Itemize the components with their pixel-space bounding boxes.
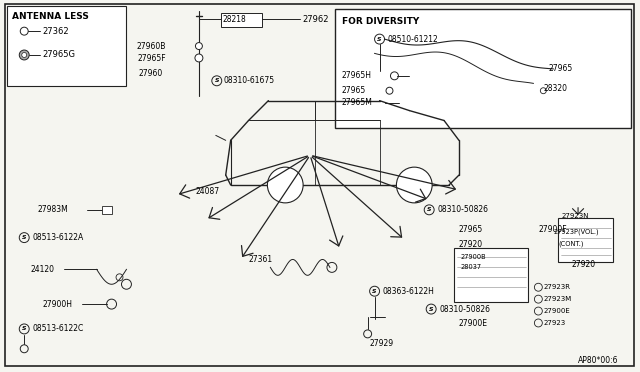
Text: 08513-6122C: 08513-6122C [32,324,83,333]
Text: 27923P(VOL.): 27923P(VOL.) [553,228,599,235]
Text: 27923N: 27923N [561,213,589,219]
Text: 27900B: 27900B [461,254,486,260]
Text: 08310-50826: 08310-50826 [437,205,488,214]
Circle shape [19,50,29,60]
Circle shape [22,52,27,57]
Text: 27962: 27962 [302,15,328,24]
Text: 27983M: 27983M [37,205,68,214]
Bar [558,218,612,262]
Text: 08510-61212: 08510-61212 [387,35,438,44]
Bar [335,9,630,128]
Text: 27923: 27923 [543,320,566,326]
Text: 28218: 28218 [223,15,246,24]
Text: S: S [429,307,433,312]
Circle shape [268,167,303,203]
Text: (CONT.): (CONT.) [558,240,584,247]
Bar [221,13,262,27]
Text: 28037: 28037 [461,264,482,270]
Text: 27965F: 27965F [138,54,166,64]
Text: FOR DIVERSITY: FOR DIVERSITY [342,17,419,26]
Circle shape [195,54,203,62]
Text: 27960B: 27960B [137,42,166,51]
Text: 27900E: 27900E [459,320,488,328]
Text: AP80*00:6: AP80*00:6 [578,356,618,365]
Circle shape [195,42,202,49]
Text: 27965G: 27965G [42,51,75,60]
Text: 27900H: 27900H [42,299,72,309]
Text: 27923R: 27923R [543,284,570,290]
Text: 27965: 27965 [342,86,366,95]
Text: 27361: 27361 [248,255,273,264]
Text: 27965: 27965 [459,225,483,234]
Text: 27965M: 27965M [342,98,372,107]
Text: 27929: 27929 [370,339,394,348]
Text: 28320: 28320 [543,84,567,93]
Bar [7,6,127,86]
Text: 27900E: 27900E [543,308,570,314]
Text: S: S [22,235,26,240]
Text: 27920: 27920 [459,240,483,249]
Text: 24120: 24120 [30,265,54,274]
Text: 24087: 24087 [196,187,220,196]
Text: 08310-61675: 08310-61675 [224,76,275,85]
Bar [454,247,529,302]
Text: 27920: 27920 [571,260,595,269]
Text: S: S [427,207,431,212]
Text: S: S [378,36,382,42]
Circle shape [396,167,432,203]
Text: S: S [372,289,377,294]
Text: 27965H: 27965H [342,71,372,80]
Bar [102,206,111,214]
Text: S: S [22,326,26,331]
Text: 27965: 27965 [548,64,573,73]
Text: 08363-6122H: 08363-6122H [383,287,435,296]
Text: 08310-50826: 08310-50826 [439,305,490,314]
Text: 08513-6122A: 08513-6122A [32,233,83,242]
Text: 27960: 27960 [139,69,163,78]
Text: 27923M: 27923M [543,296,572,302]
Text: 27362: 27362 [42,27,68,36]
Text: 27900F: 27900F [538,225,567,234]
Text: ANTENNA LESS: ANTENNA LESS [12,12,89,21]
Text: S: S [214,78,219,83]
